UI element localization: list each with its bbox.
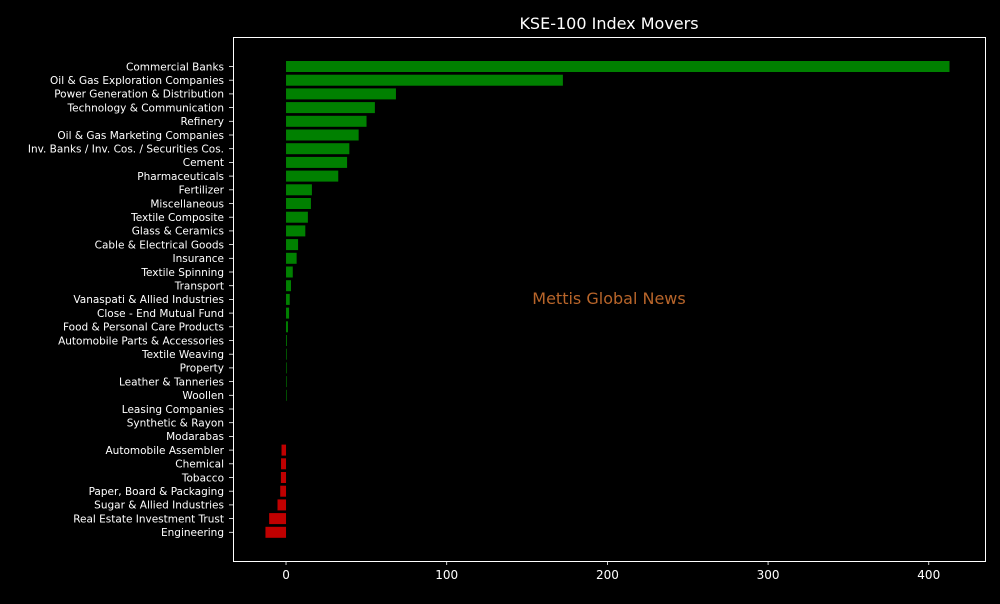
category-label: Miscellaneous: [150, 198, 224, 210]
category-label: Refinery: [180, 116, 224, 128]
category-label: Transport: [174, 281, 224, 293]
category-label: Pharmaceuticals: [137, 171, 224, 183]
category-label: Woollen: [182, 390, 224, 402]
bar: [286, 129, 359, 141]
category-label: Food & Personal Care Products: [63, 322, 224, 334]
bar: [286, 143, 350, 155]
category-label: Glass & Ceramics: [132, 226, 224, 238]
bar: [280, 472, 287, 483]
category-label: Leather & Tanneries: [119, 376, 224, 388]
category-label: Insurance: [172, 253, 224, 265]
category-label: Oil & Gas Exploration Companies: [50, 75, 224, 87]
x-axis-ticks-group: 0 100 200 300 400: [282, 561, 940, 582]
bar: [281, 458, 287, 470]
plot-frame: [233, 37, 986, 562]
category-label: Inv. Banks / Inv. Cos. / Securities Cos.: [28, 144, 224, 156]
bar: [286, 225, 306, 237]
category-label: Technology & Communication: [67, 102, 224, 114]
bar: [286, 362, 287, 374]
bar: [286, 211, 308, 223]
bar: [286, 170, 339, 182]
category-label: Automobile Parts & Accessories: [58, 335, 224, 347]
category-label: Textile Composite: [130, 212, 224, 224]
bar: [265, 526, 287, 538]
bar: [286, 335, 287, 346]
bar: [286, 61, 950, 72]
bar: [286, 266, 293, 278]
bar: [286, 293, 290, 305]
bar: [286, 252, 297, 264]
category-label: Fertilizer: [179, 185, 225, 197]
category-label: Sugar & Allied Industries: [94, 500, 224, 512]
bar: [269, 513, 287, 525]
category-label: Automobile Assembler: [106, 445, 225, 457]
bar: [286, 115, 367, 127]
bar: [286, 74, 563, 86]
category-label: Property: [180, 363, 224, 375]
category-label: Vanaspati & Allied Industries: [73, 294, 224, 306]
category-labels-group: Commercial Banks Oil & Gas Exploration Co…: [28, 61, 233, 539]
category-label: Cable & Electrical Goods: [95, 239, 224, 251]
category-label: Leasing Companies: [122, 404, 224, 416]
bar: [286, 184, 312, 196]
x-tick-label: 0: [282, 568, 290, 582]
bar: [286, 348, 287, 360]
x-tick-label: 200: [596, 568, 619, 582]
category-label: Chemical: [175, 459, 224, 471]
category-label: Oil & Gas Marketing Companies: [57, 130, 224, 142]
bar: [286, 88, 396, 100]
bar: [280, 485, 287, 497]
category-label: Textile Weaving: [141, 349, 224, 361]
bar: [281, 444, 287, 456]
x-tick-label: 300: [757, 568, 780, 582]
category-label: Paper, Board & Packaging: [89, 486, 224, 498]
category-label: Modarabas: [166, 431, 224, 443]
bar: [286, 102, 375, 114]
category-label: Synthetic & Rayon: [127, 418, 224, 430]
category-label: Textile Spinning: [140, 267, 224, 279]
bar: [286, 280, 292, 292]
category-label: Engineering: [161, 527, 224, 539]
category-label: Power Generation & Distribution: [54, 89, 224, 101]
category-label: Cement: [183, 157, 224, 169]
watermark-text: Mettis Global News: [532, 289, 685, 308]
bars-group: [265, 61, 950, 538]
chart-title: KSE-100 Index Movers: [519, 14, 698, 33]
x-tick-label: 100: [435, 568, 458, 582]
bar: [286, 156, 348, 168]
bar: [286, 198, 311, 209]
bar: [286, 389, 287, 401]
category-label: Commercial Banks: [126, 61, 224, 73]
category-label: Real Estate Investment Trust: [73, 513, 224, 525]
bar: [286, 239, 299, 251]
category-label: Tobacco: [181, 472, 224, 484]
x-tick-label: 400: [917, 568, 940, 582]
bar: [286, 307, 290, 319]
category-label: Close - End Mutual Fund: [97, 308, 224, 320]
bar: [286, 321, 288, 333]
bar: [286, 376, 287, 388]
bar: [277, 499, 287, 511]
